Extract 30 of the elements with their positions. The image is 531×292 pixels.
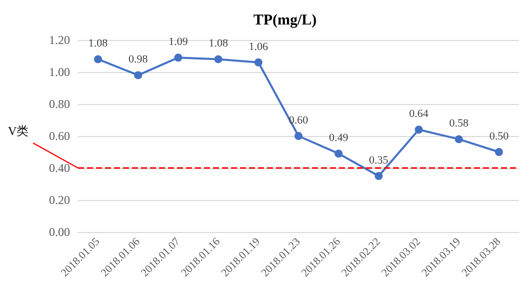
- data-label: 1.09: [168, 36, 188, 48]
- point: [294, 132, 302, 140]
- y-tick-label: 0.40: [49, 161, 70, 175]
- point: [374, 172, 383, 180]
- y-tick-label: 0.60: [49, 129, 70, 143]
- data-label: 0.49: [328, 132, 349, 144]
- point: [494, 148, 503, 156]
- point: [454, 135, 463, 144]
- y-tick-label: 0.00: [49, 225, 70, 239]
- point: [414, 126, 423, 134]
- y-tick-label: 1.00: [49, 65, 70, 79]
- data-label: 0.58: [449, 118, 469, 130]
- y-tick-label: 1.20: [49, 33, 70, 47]
- chart-title: TP(mg/L): [253, 12, 317, 28]
- data-label: 0.35: [369, 154, 389, 166]
- data-label: 1.08: [208, 38, 228, 50]
- ref-line-label: V类: [8, 124, 29, 138]
- point: [134, 71, 142, 80]
- data-label: 0.64: [409, 108, 429, 120]
- y-tick-label: 0.20: [49, 193, 70, 207]
- y-tick-label: 0.80: [49, 97, 70, 111]
- point: [174, 54, 182, 62]
- point: [214, 55, 222, 64]
- data-label: 1.08: [88, 38, 108, 50]
- point: [94, 55, 102, 64]
- data-label: 0.50: [489, 130, 510, 142]
- data-label: 0.98: [128, 54, 148, 66]
- point: [254, 58, 262, 66]
- data-label: 1.06: [248, 40, 269, 53]
- point: [334, 150, 343, 158]
